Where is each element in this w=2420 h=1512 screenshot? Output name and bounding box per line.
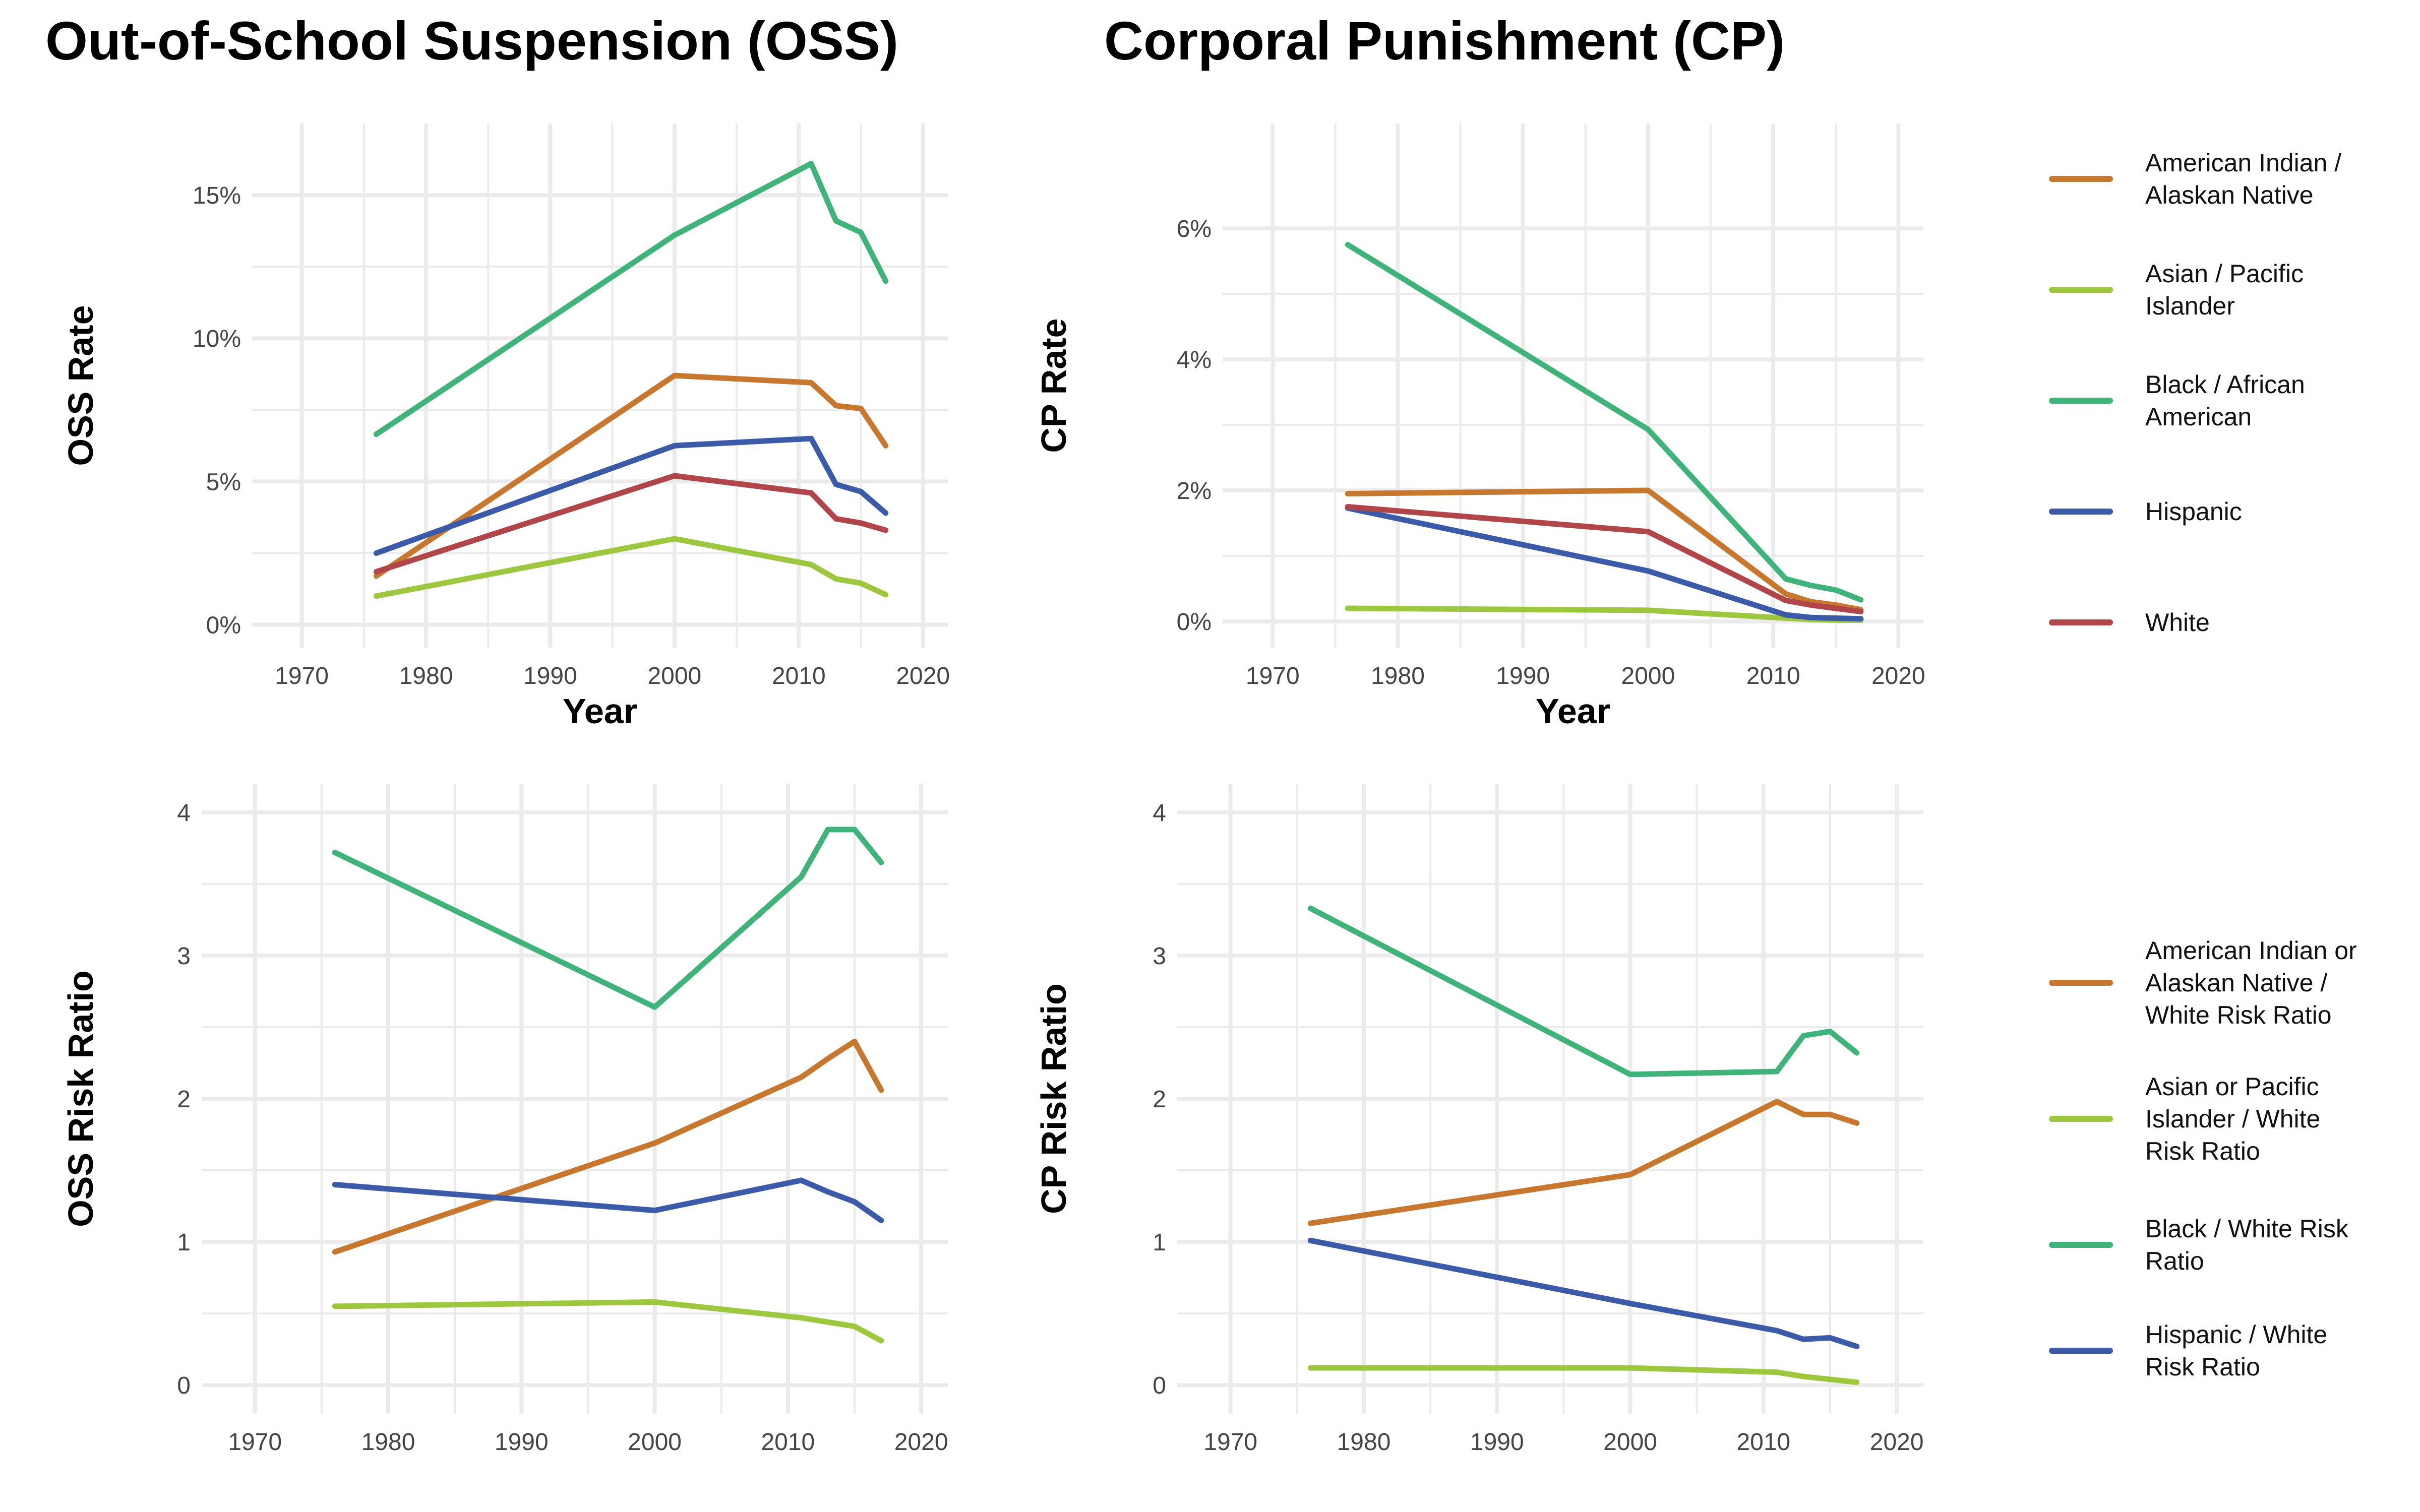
x-axis-title: Year xyxy=(563,691,637,731)
legend-label: White Risk Ratio xyxy=(2145,1001,2332,1029)
legend-label: Black / African xyxy=(2145,370,2305,399)
y-tick-label: 0% xyxy=(1177,609,1212,636)
x-tick-label: 1990 xyxy=(1496,663,1550,689)
legend-label: Risk Ratio xyxy=(2145,1137,2260,1165)
y-axis-title: CP Rate xyxy=(1034,318,1073,453)
legend-label: Islander / White xyxy=(2145,1105,2320,1133)
x-tick-label: 2000 xyxy=(647,663,701,689)
x-tick-label: 2010 xyxy=(761,1429,815,1456)
legend-label: Risk Ratio xyxy=(2145,1353,2260,1381)
y-tick-label: 6% xyxy=(1177,216,1212,242)
x-tick-label: 1990 xyxy=(1470,1429,1524,1456)
x-tick-label: 2020 xyxy=(896,663,950,689)
oss-ratio-panel: 1970 1980 1990 2000 2010 2020 0 1 2 3 4 OSS Risk Ra… xyxy=(61,784,948,1456)
x-tick-label: 2000 xyxy=(1621,663,1675,689)
series-line-white xyxy=(1345,504,1864,614)
y-tick-label: 0% xyxy=(206,612,241,639)
series-line-hispanic xyxy=(1307,1237,1860,1349)
series-line-american-indian xyxy=(373,372,889,579)
y-axis-title: CP Risk Ratio xyxy=(1034,983,1073,1214)
legend-label: Asian or Pacific xyxy=(2145,1073,2319,1101)
x-tick-label: 1980 xyxy=(1337,1429,1391,1456)
x-tick-label: 2020 xyxy=(1871,663,1925,689)
x-tick-label: 1970 xyxy=(275,663,329,689)
y-tick-label: 3 xyxy=(177,943,191,970)
rates-legend: American Indian / Alaskan Native Asian / P… xyxy=(2049,149,2341,637)
series-line-american-indian xyxy=(1345,487,1864,613)
legend-label: Alaskan Native / xyxy=(2145,969,2327,997)
legend-label: Hispanic xyxy=(2145,497,2242,526)
cp-rate-panel: 1970 1980 1990 2000 2010 2020 0% 2% 4% 6% Year CP R… xyxy=(1034,123,1925,731)
legend-label: Hispanic / White xyxy=(2145,1320,2327,1349)
series-line-black xyxy=(332,827,884,1010)
legend-label: Alaskan Native xyxy=(2145,181,2314,209)
series-line-asian xyxy=(373,536,889,599)
series-line-american-indian xyxy=(332,1038,884,1255)
x-tick-label: 1990 xyxy=(495,1429,549,1456)
y-axis-title: OSS Rate xyxy=(61,305,100,466)
ratios-legend: American Indian or Alaskan Native / White … xyxy=(2049,936,2357,1381)
y-tick-label: 2% xyxy=(1177,478,1212,505)
y-tick-label: 15% xyxy=(193,182,241,209)
y-tick-label: 1 xyxy=(1153,1229,1166,1256)
series-line-asian xyxy=(1307,1365,1860,1385)
y-axis-title: OSS Risk Ratio xyxy=(61,970,100,1227)
y-tick-label: 4% xyxy=(1177,347,1212,373)
legend-label: Black / White Risk xyxy=(2145,1215,2349,1243)
x-axis-title: Year xyxy=(1536,691,1610,731)
x-tick-label: 2000 xyxy=(628,1429,682,1456)
x-tick-label: 2020 xyxy=(1870,1429,1924,1456)
x-tick-label: 2000 xyxy=(1603,1429,1657,1456)
y-tick-label: 0 xyxy=(177,1372,191,1399)
y-tick-label: 2 xyxy=(177,1086,191,1113)
legend-label: American xyxy=(2145,403,2252,431)
x-tick-label: 1980 xyxy=(1371,663,1425,689)
oss-rate-panel: 1970 1980 1990 2000 2010 2020 0% 5% 10% 15% Year OS… xyxy=(61,123,950,731)
x-tick-label: 2010 xyxy=(1736,1429,1790,1456)
x-tick-label: 1970 xyxy=(1203,1429,1257,1456)
y-tick-label: 2 xyxy=(1153,1086,1166,1113)
x-tick-label: 2010 xyxy=(772,663,826,689)
x-tick-label: 2010 xyxy=(1746,663,1800,689)
cp-section-title: Corporal Punishment (CP) xyxy=(1104,10,1785,71)
legend-label: Asian / Pacific xyxy=(2145,260,2304,288)
series-line-hispanic xyxy=(1345,505,1864,622)
x-tick-label: 1970 xyxy=(228,1429,282,1456)
x-tick-label: 1980 xyxy=(399,663,453,689)
y-tick-label: 4 xyxy=(177,800,191,827)
legend-label: Islander xyxy=(2145,292,2235,320)
oss-section-title: Out-of-School Suspension (OSS) xyxy=(45,10,898,71)
series-line-american-indian xyxy=(1307,1099,1860,1226)
legend-label: American Indian or xyxy=(2145,936,2357,965)
series-line-black xyxy=(1345,242,1864,603)
y-tick-label: 4 xyxy=(1153,800,1166,827)
legend-label: American Indian / xyxy=(2145,149,2341,177)
series-line-black xyxy=(373,161,889,437)
x-tick-label: 1980 xyxy=(361,1429,415,1456)
y-tick-label: 5% xyxy=(206,469,241,495)
x-tick-label: 2020 xyxy=(894,1429,948,1456)
legend-label: Ratio xyxy=(2145,1247,2204,1275)
x-tick-label: 1970 xyxy=(1246,663,1300,689)
y-tick-label: 1 xyxy=(177,1229,191,1256)
cp-ratio-panel: 1970 1980 1990 2000 2010 2020 0 1 2 3 4 CP Risk Rat… xyxy=(1034,784,1924,1456)
y-tick-label: 3 xyxy=(1153,943,1166,970)
series-line-hispanic xyxy=(373,435,889,556)
x-tick-label: 1990 xyxy=(523,663,577,689)
series-line-white xyxy=(373,473,889,575)
legend-label: White xyxy=(2145,608,2210,637)
series-line-hispanic xyxy=(332,1177,884,1223)
series-line-black xyxy=(1307,905,1860,1078)
y-tick-label: 0 xyxy=(1153,1372,1166,1399)
series-line-asian xyxy=(332,1299,884,1344)
y-tick-label: 10% xyxy=(193,326,241,352)
